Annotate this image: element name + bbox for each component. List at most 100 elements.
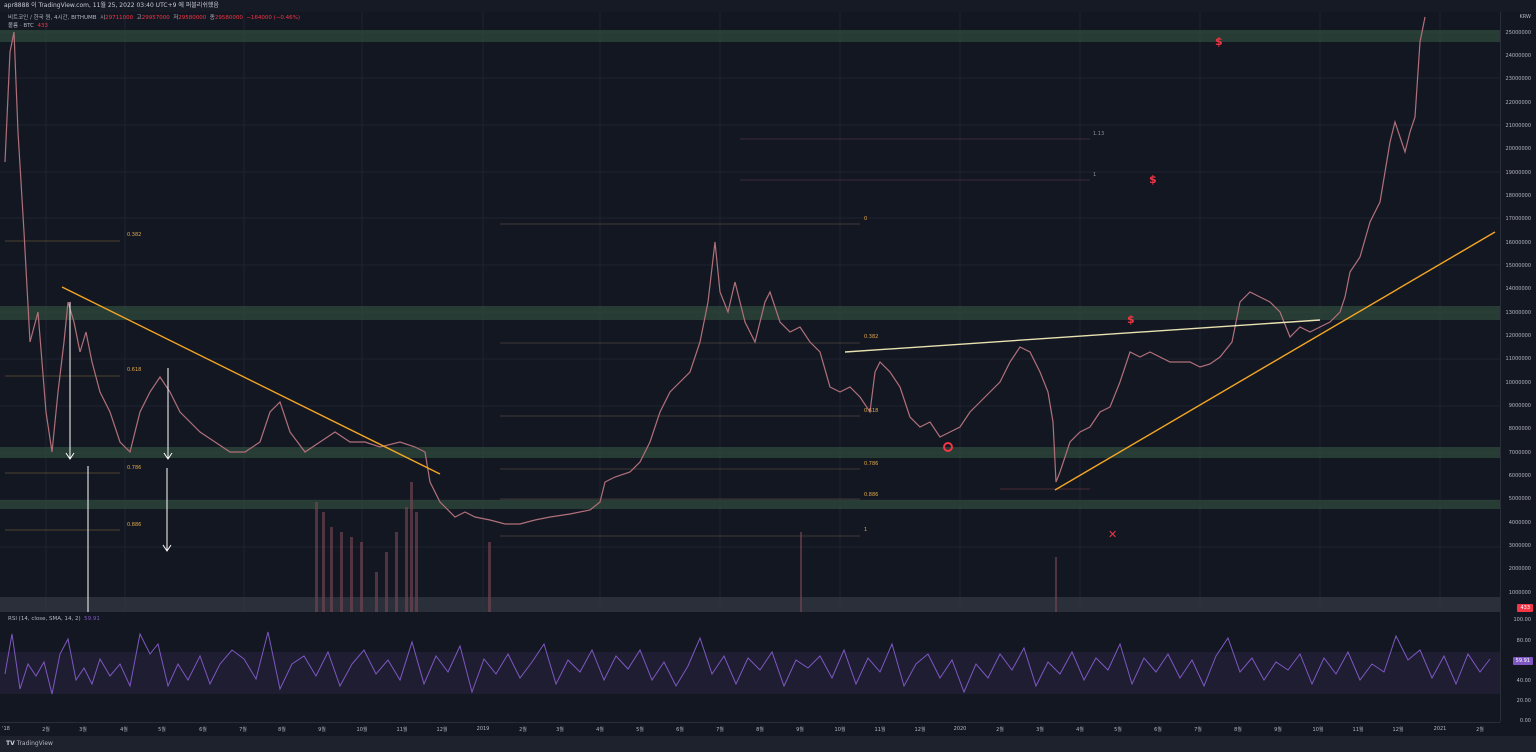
brand-name[interactable]: TradingView [16, 740, 53, 747]
time-tick: 6월 [676, 727, 684, 733]
price-tick: 18000000 [1505, 193, 1531, 199]
fib-mid-label: 1 [864, 527, 868, 533]
price-tick: 25000000 [1505, 30, 1531, 36]
time-tick: 11월 [396, 727, 408, 733]
time-tick: 12월 [1392, 727, 1404, 733]
price-tick: 16000000 [1505, 240, 1531, 246]
rsi-badge: 59.91 [1512, 657, 1533, 665]
fib-mid-lines [500, 138, 1090, 537]
time-tick: 6월 [1154, 727, 1162, 733]
footer: TV TradingView [0, 736, 1536, 752]
fib-left-label: 0.886 [127, 522, 142, 528]
time-tick: 11월 [874, 727, 886, 733]
price-tick: 1000000 [1508, 590, 1531, 596]
price-tick: 17000000 [1505, 216, 1531, 222]
time-tick: 11월 [1352, 727, 1364, 733]
price-tick: 11000000 [1505, 356, 1531, 362]
time-tick: 12월 [436, 727, 448, 733]
rsi-series [4, 631, 1491, 695]
price-chart-canvas [0, 12, 1500, 612]
dollar-marker: $ [1215, 35, 1223, 48]
fib-ext-label: 1.13 [1093, 131, 1105, 137]
price-tick: 14000000 [1505, 286, 1531, 292]
price-pane[interactable]: 0.382 0.618 0.786 0.886 0 0.382 0.618 0.… [0, 12, 1500, 612]
time-tick: 5월 [158, 727, 166, 733]
ascending-trendline [1054, 231, 1496, 491]
fib-mid-label: 0.382 [864, 334, 879, 340]
fib-left-lines [5, 240, 120, 531]
price-tick: 19000000 [1505, 170, 1531, 176]
rsi-tick: 80.00 [1516, 638, 1531, 644]
price-tick: 8000000 [1508, 426, 1531, 432]
resistance-trendline [844, 319, 1321, 353]
close-value: 29580000 [214, 15, 243, 21]
arrow-annotations [65, 302, 173, 612]
high-value: 29957000 [141, 15, 170, 21]
price-tick: 15000000 [1505, 263, 1531, 269]
price-tick: 10000000 [1505, 380, 1531, 386]
rsi-band [0, 652, 1500, 694]
open-value: 29711000 [105, 15, 134, 21]
time-tick: 6월 [199, 727, 207, 733]
time-tick: 7월 [1194, 727, 1202, 733]
fib-ext-label: 1 [1093, 172, 1097, 178]
rsi-tick: 0.00 [1519, 718, 1531, 724]
time-tick: 9월 [1274, 727, 1282, 733]
rsi-tick: 20.00 [1516, 698, 1531, 704]
time-tick: 7월 [716, 727, 724, 733]
time-tick: 12월 [914, 727, 926, 733]
symbol-name[interactable]: 비트코인 / 한국 원, 4시간, BITHUMB [8, 15, 97, 21]
price-axis-currency: KRW [1519, 14, 1532, 20]
volume-value: 433 [37, 23, 49, 29]
rsi-value: 59.91 [84, 616, 100, 622]
time-tick: '18 [2, 726, 10, 732]
price-axis[interactable]: KRW 25000000 24000000 23000000 22000000 … [1500, 12, 1536, 724]
time-axis[interactable]: '18 2월 3월 4월 5월 6월 7월 8월 9월 10월 11월 12월 … [0, 722, 1500, 737]
low-value: 29580000 [178, 15, 207, 21]
attribution-text: apr8888 이 TradingView.com, 11월 25, 2022 … [4, 2, 219, 9]
time-tick: 3월 [79, 727, 87, 733]
price-tick: 5000000 [1508, 496, 1531, 502]
price-series [4, 16, 1426, 525]
time-tick: 3월 [556, 727, 564, 733]
cross-marker: ✕ [1108, 528, 1118, 541]
time-tick: 4월 [120, 727, 128, 733]
time-tick: 9월 [796, 727, 804, 733]
price-tick: 4000000 [1508, 520, 1531, 526]
time-tick: 8월 [756, 727, 764, 733]
rsi-pane[interactable] [0, 614, 1500, 722]
change-value: −164000 (−0.46%) [246, 15, 301, 21]
fib-left-label: 0.618 [127, 367, 142, 373]
rsi-chart-canvas [0, 631, 1500, 695]
price-tick: 23000000 [1505, 76, 1531, 82]
fib-left-label: 0.382 [127, 232, 142, 238]
time-tick: 8월 [278, 727, 286, 733]
time-tick: 2월 [42, 727, 50, 733]
tradingview-logo-icon[interactable]: TV [6, 740, 15, 747]
rsi-label[interactable]: RSI (14, close, SMA, 14, 2) [8, 616, 81, 622]
support-resistance-zones [0, 30, 1500, 509]
price-tick: 7000000 [1508, 450, 1531, 456]
descending-trendline [61, 286, 441, 475]
fib-mid-label: 0 [864, 216, 868, 222]
time-tick: 10월 [356, 727, 368, 733]
time-tick: 5월 [636, 727, 644, 733]
price-tick: 24000000 [1505, 53, 1531, 59]
time-tick: 9월 [318, 727, 326, 733]
rsi-legend[interactable]: RSI (14, close, SMA, 14, 2) 59.91 [8, 616, 100, 622]
volume-badge: 433 [1517, 604, 1533, 612]
time-tick: 7월 [239, 727, 247, 733]
time-tick: 10월 [834, 727, 846, 733]
symbol-legend[interactable]: 비트코인 / 한국 원, 4시간, BITHUMB 시29711000 고299… [8, 14, 300, 30]
fib-mid-label: 0.786 [864, 461, 879, 467]
time-tick: 4월 [596, 727, 604, 733]
dollar-marker: $ [1149, 173, 1157, 186]
time-tick: 2021 [1433, 726, 1447, 732]
volume-label[interactable]: 볼륨 · BTC [8, 23, 35, 29]
price-tick: 3000000 [1508, 543, 1531, 549]
fib-mid-label: 0.618 [864, 408, 879, 414]
time-tick: 4월 [1076, 727, 1084, 733]
time-tick: 2월 [1476, 727, 1484, 733]
volume-bars [0, 482, 1500, 612]
